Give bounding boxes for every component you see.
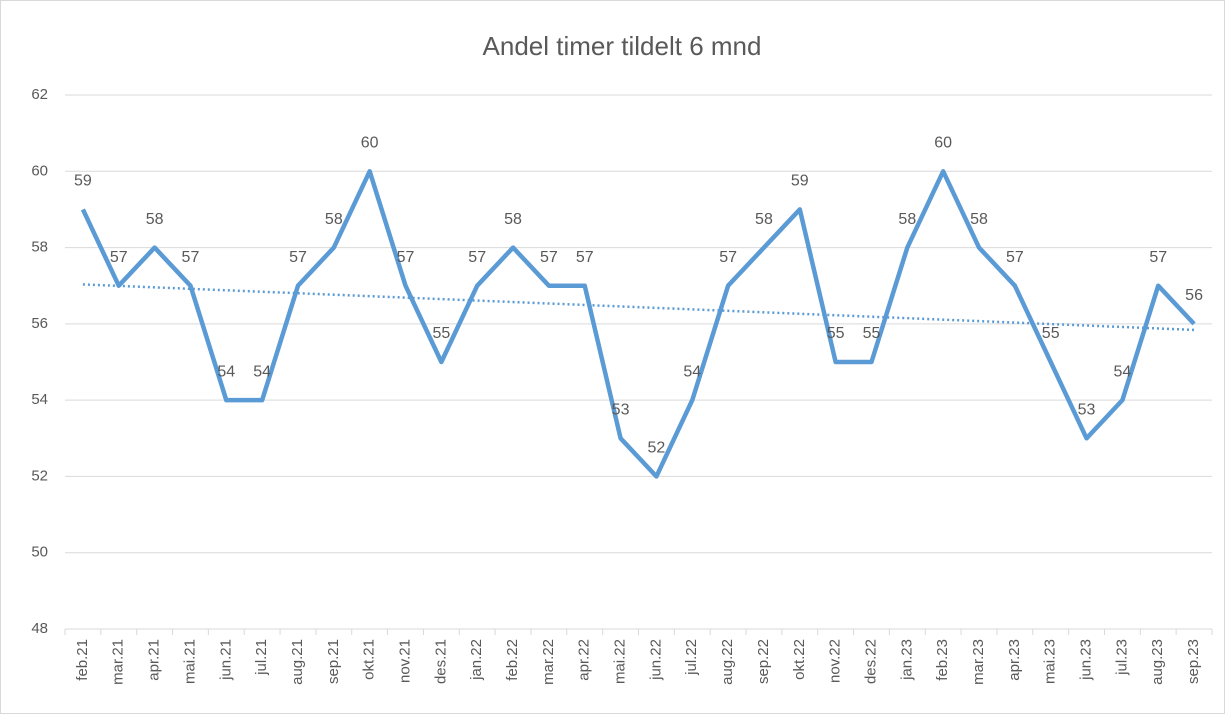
y-tick-label: 48 bbox=[31, 620, 48, 637]
data-label: 57 bbox=[1006, 249, 1024, 266]
x-tick-label: feb.22 bbox=[504, 639, 521, 681]
data-label: 54 bbox=[1113, 363, 1131, 380]
x-tick-label: mar.23 bbox=[970, 639, 987, 685]
x-tick-label: mar.22 bbox=[540, 639, 557, 685]
x-tick-label: sep.21 bbox=[325, 639, 342, 684]
x-tick-label: mai.22 bbox=[612, 639, 629, 684]
x-tick-label: mai.21 bbox=[181, 639, 198, 684]
x-tick-label: sep.23 bbox=[1185, 639, 1202, 684]
data-label: 58 bbox=[970, 211, 988, 228]
data-label: 54 bbox=[217, 363, 235, 380]
x-tick-label: mar.21 bbox=[110, 639, 127, 685]
x-tick-label: jul.21 bbox=[253, 639, 270, 676]
data-label: 55 bbox=[1042, 325, 1060, 342]
data-label: 59 bbox=[74, 173, 92, 190]
data-label: 57 bbox=[110, 249, 128, 266]
x-tick-label: jul.22 bbox=[683, 639, 700, 676]
data-label: 54 bbox=[253, 363, 271, 380]
y-tick-label: 52 bbox=[31, 467, 48, 484]
x-tick-label: jun.21 bbox=[217, 639, 234, 681]
x-tick-label: nov.22 bbox=[827, 639, 844, 683]
x-tick-label: des.21 bbox=[432, 639, 449, 684]
data-label: 57 bbox=[468, 249, 486, 266]
data-label: 56 bbox=[1185, 287, 1203, 304]
data-label: 57 bbox=[397, 249, 415, 266]
x-tick-label: feb.23 bbox=[934, 639, 951, 681]
data-label: 57 bbox=[540, 249, 558, 266]
x-tick-label: jun.23 bbox=[1078, 639, 1095, 681]
data-label: 55 bbox=[432, 325, 450, 342]
data-label: 57 bbox=[1149, 249, 1167, 266]
x-tick-label: jun.22 bbox=[647, 639, 664, 681]
x-tick-label: apr.23 bbox=[1006, 639, 1023, 681]
y-tick-label: 62 bbox=[31, 86, 48, 103]
data-label: 57 bbox=[576, 249, 594, 266]
chart-title: Andel timer tildelt 6 mnd bbox=[483, 31, 762, 61]
data-label: 60 bbox=[934, 135, 952, 152]
data-label: 54 bbox=[683, 363, 701, 380]
x-tick-label: feb.21 bbox=[74, 639, 91, 681]
trendline bbox=[82, 283, 1195, 332]
y-tick-label: 60 bbox=[31, 162, 48, 179]
data-label: 55 bbox=[863, 325, 881, 342]
data-label: 57 bbox=[719, 249, 737, 266]
x-tick-label: okt.22 bbox=[791, 639, 808, 680]
y-tick-label: 54 bbox=[31, 391, 48, 408]
x-tick-label: apr.22 bbox=[576, 639, 593, 681]
data-label: 52 bbox=[648, 440, 666, 457]
x-tick-label: aug.21 bbox=[289, 639, 306, 685]
y-tick-label: 56 bbox=[31, 315, 48, 332]
data-label: 59 bbox=[791, 173, 809, 190]
x-tick-label: sep.22 bbox=[755, 639, 772, 684]
x-tick-label: aug.22 bbox=[719, 639, 736, 685]
x-tick-label: jan.22 bbox=[468, 639, 485, 681]
data-label: 58 bbox=[325, 211, 343, 228]
y-tick-label: 58 bbox=[31, 239, 48, 256]
data-label: 53 bbox=[1078, 402, 1096, 419]
y-tick-label: 50 bbox=[31, 544, 48, 561]
x-tick-label: jan.23 bbox=[898, 639, 915, 681]
data-label: 55 bbox=[827, 325, 845, 342]
data-label: 58 bbox=[755, 211, 773, 228]
data-label: 58 bbox=[146, 211, 164, 228]
data-label: 57 bbox=[182, 249, 200, 266]
data-label: 58 bbox=[504, 211, 522, 228]
data-label: 53 bbox=[612, 402, 630, 419]
data-label: 57 bbox=[289, 249, 307, 266]
x-tick-label: mai.23 bbox=[1042, 639, 1059, 684]
data-label: 60 bbox=[361, 135, 379, 152]
x-tick-label: jul.23 bbox=[1113, 639, 1130, 676]
x-tick-label: aug.23 bbox=[1149, 639, 1166, 685]
data-line bbox=[80, 169, 1196, 479]
data-label: 58 bbox=[898, 211, 916, 228]
x-tick-label: okt.21 bbox=[361, 639, 378, 680]
x-tick-label: nov.21 bbox=[396, 639, 413, 683]
x-tick-label: apr.21 bbox=[146, 639, 163, 681]
x-tick-label: des.22 bbox=[862, 639, 879, 684]
